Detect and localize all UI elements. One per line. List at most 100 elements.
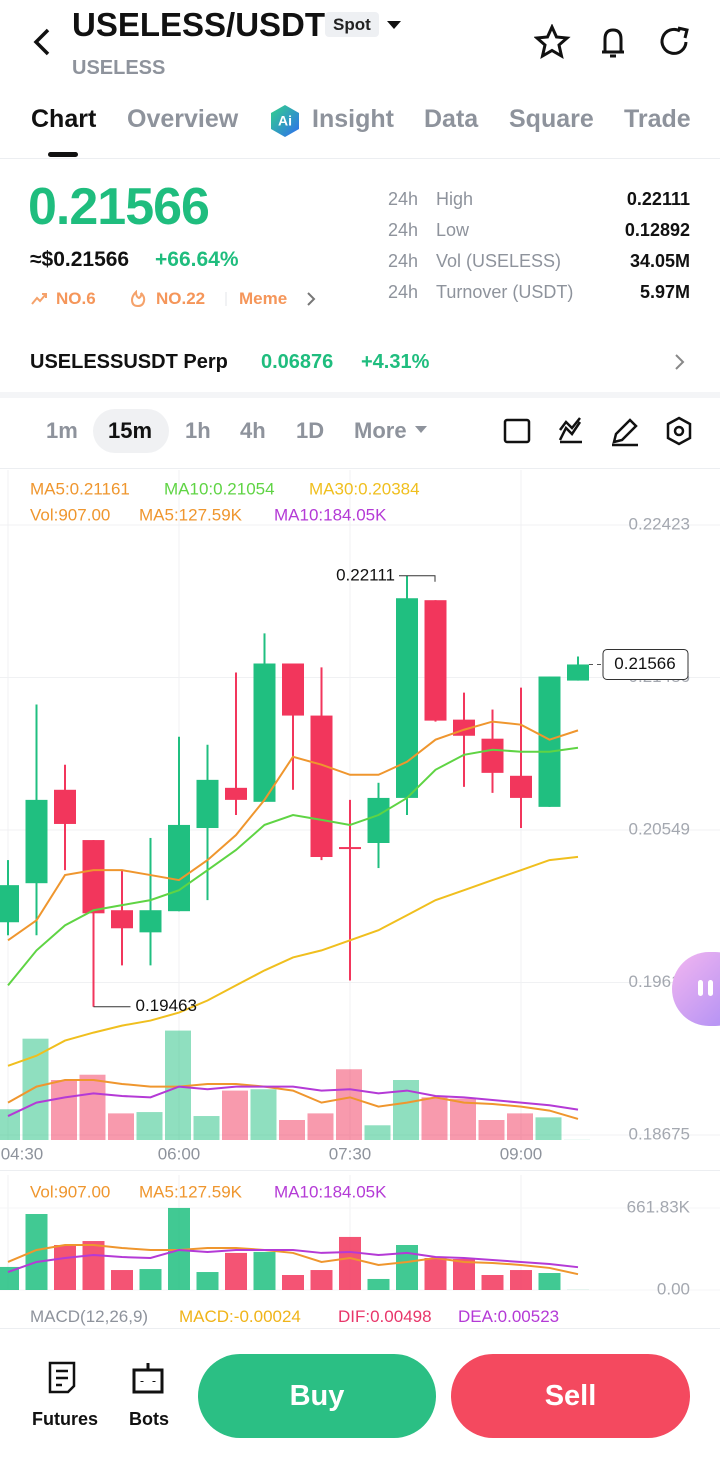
- vol-tick-label: 0.00: [657, 1279, 690, 1298]
- price-box-label: 0.21566: [614, 654, 675, 673]
- candle-body: [25, 799, 48, 884]
- candle-body: [339, 847, 361, 850]
- price-change: +66.64%: [155, 248, 239, 271]
- candle-body: [424, 600, 447, 721]
- back-button[interactable]: [28, 26, 58, 58]
- usd-price: ≈$0.21566: [30, 248, 130, 271]
- tab[interactable]: Overview: [127, 105, 239, 133]
- candle-body: [481, 738, 504, 773]
- divider: [0, 392, 720, 398]
- star-icon[interactable]: [534, 24, 571, 60]
- candle-body: [510, 775, 532, 798]
- candle-body: [367, 797, 390, 843]
- header-icons: [534, 24, 689, 60]
- x-tick-label: 07:30: [329, 1144, 372, 1163]
- rank-tag[interactable]: NO.6: [56, 289, 96, 308]
- volume-bar-overlay: [250, 1089, 277, 1140]
- draw-icon[interactable]: [612, 418, 638, 447]
- chevron[interactable]: [673, 352, 687, 372]
- ma-line: [7, 746, 579, 987]
- vol-ma-line-overlay: [7, 1079, 579, 1120]
- volume-bar: [339, 1236, 361, 1290]
- rank-tag[interactable]: NO.22: [156, 289, 206, 308]
- divider: [0, 158, 720, 159]
- volume-bar: [310, 1270, 333, 1290]
- candle-body: [282, 663, 304, 716]
- volume-bar: [367, 1278, 390, 1290]
- futures-icon[interactable]: [48, 1361, 76, 1394]
- volume-bar-overlay: [421, 1097, 448, 1140]
- interval[interactable]: More: [354, 418, 407, 443]
- chart-tools: [503, 416, 692, 447]
- volume-bar: [510, 1270, 532, 1290]
- volume-bar: [538, 1273, 561, 1290]
- dropdown-icon[interactable]: [414, 425, 428, 435]
- bots-label[interactable]: Bots: [129, 1409, 169, 1429]
- spot-badge[interactable]: Spot: [325, 12, 379, 37]
- stat-label: Vol (USELESS): [436, 251, 562, 271]
- volume-bar-overlay: [193, 1116, 220, 1140]
- candle-body: [168, 824, 190, 912]
- price-box: [602, 648, 689, 680]
- high-pointer: [399, 575, 436, 582]
- ma-line: [7, 720, 579, 942]
- sell-button[interactable]: Sell: [451, 1354, 690, 1438]
- volume-bar-overlay: [79, 1074, 106, 1140]
- vol-ma-line-overlay: [7, 1085, 579, 1117]
- interval[interactable]: 4h: [240, 418, 266, 443]
- vol-tick-label: 661.83K: [627, 1197, 691, 1216]
- buy-button[interactable]: Buy: [198, 1354, 436, 1438]
- stat-period: 24h: [388, 220, 419, 240]
- candle-body: [111, 910, 133, 929]
- candle-body: [538, 676, 561, 807]
- futures-label[interactable]: Futures: [32, 1409, 99, 1429]
- y-tick-label: 0.18675: [629, 1124, 690, 1143]
- indicator-icon[interactable]: [558, 417, 582, 444]
- tab[interactable]: Trade: [624, 105, 691, 133]
- volume-bar-overlay: [393, 1080, 419, 1140]
- tab[interactable]: Insight: [312, 105, 394, 133]
- divider: [0, 468, 720, 469]
- fullscreen-icon[interactable]: [503, 418, 531, 444]
- volume-bar: [453, 1259, 475, 1290]
- ma-line: [7, 855, 579, 1067]
- bell-icon[interactable]: [602, 28, 624, 58]
- share-icon[interactable]: [660, 26, 689, 55]
- perp-change: +4.31%: [361, 351, 430, 373]
- interval[interactable]: 1h: [185, 418, 211, 443]
- tab[interactable]: Chart: [31, 105, 97, 133]
- settings-icon[interactable]: [666, 416, 692, 446]
- candle-body: [225, 787, 247, 800]
- dropdown-icon[interactable]: [386, 19, 402, 31]
- candle-body: [0, 885, 19, 923]
- candle-body: [310, 715, 333, 857]
- vol-legend: MA5:127.59K: [139, 505, 243, 524]
- svg-text:Ai: Ai: [278, 113, 292, 129]
- low-label: 0.19463: [136, 996, 197, 1015]
- volume-bar: [25, 1214, 48, 1290]
- volume-bar-overlay: [279, 1120, 305, 1140]
- interval[interactable]: 1m: [46, 418, 78, 443]
- tab[interactable]: Data: [424, 105, 479, 133]
- volume-bar: [481, 1275, 504, 1290]
- bots-icon[interactable]: [132, 1363, 164, 1394]
- last-price: 0.21566: [28, 178, 210, 236]
- tab[interactable]: Square: [509, 105, 594, 133]
- macd-legend: DEA:0.00523: [458, 1307, 560, 1326]
- volume-bar: [111, 1270, 133, 1290]
- volume-bar: [424, 1258, 447, 1290]
- candle-body: [82, 840, 105, 914]
- y-tick-label: 0.22423: [629, 514, 690, 533]
- pair-title: USELESS/USDT: [72, 6, 326, 43]
- volume-bar-overlay: [478, 1120, 505, 1140]
- interval[interactable]: 1D: [296, 418, 325, 443]
- perp-name[interactable]: USELESSUSDT Perp: [30, 351, 228, 373]
- candle-body: [567, 664, 589, 681]
- candle-body: [139, 910, 162, 933]
- interval[interactable]: 15m: [108, 418, 153, 443]
- ma-legend: MA10:0.21054: [164, 479, 275, 498]
- vol-pane-legend: Vol:907.00: [30, 1182, 110, 1201]
- category-tag[interactable]: Meme: [239, 289, 288, 308]
